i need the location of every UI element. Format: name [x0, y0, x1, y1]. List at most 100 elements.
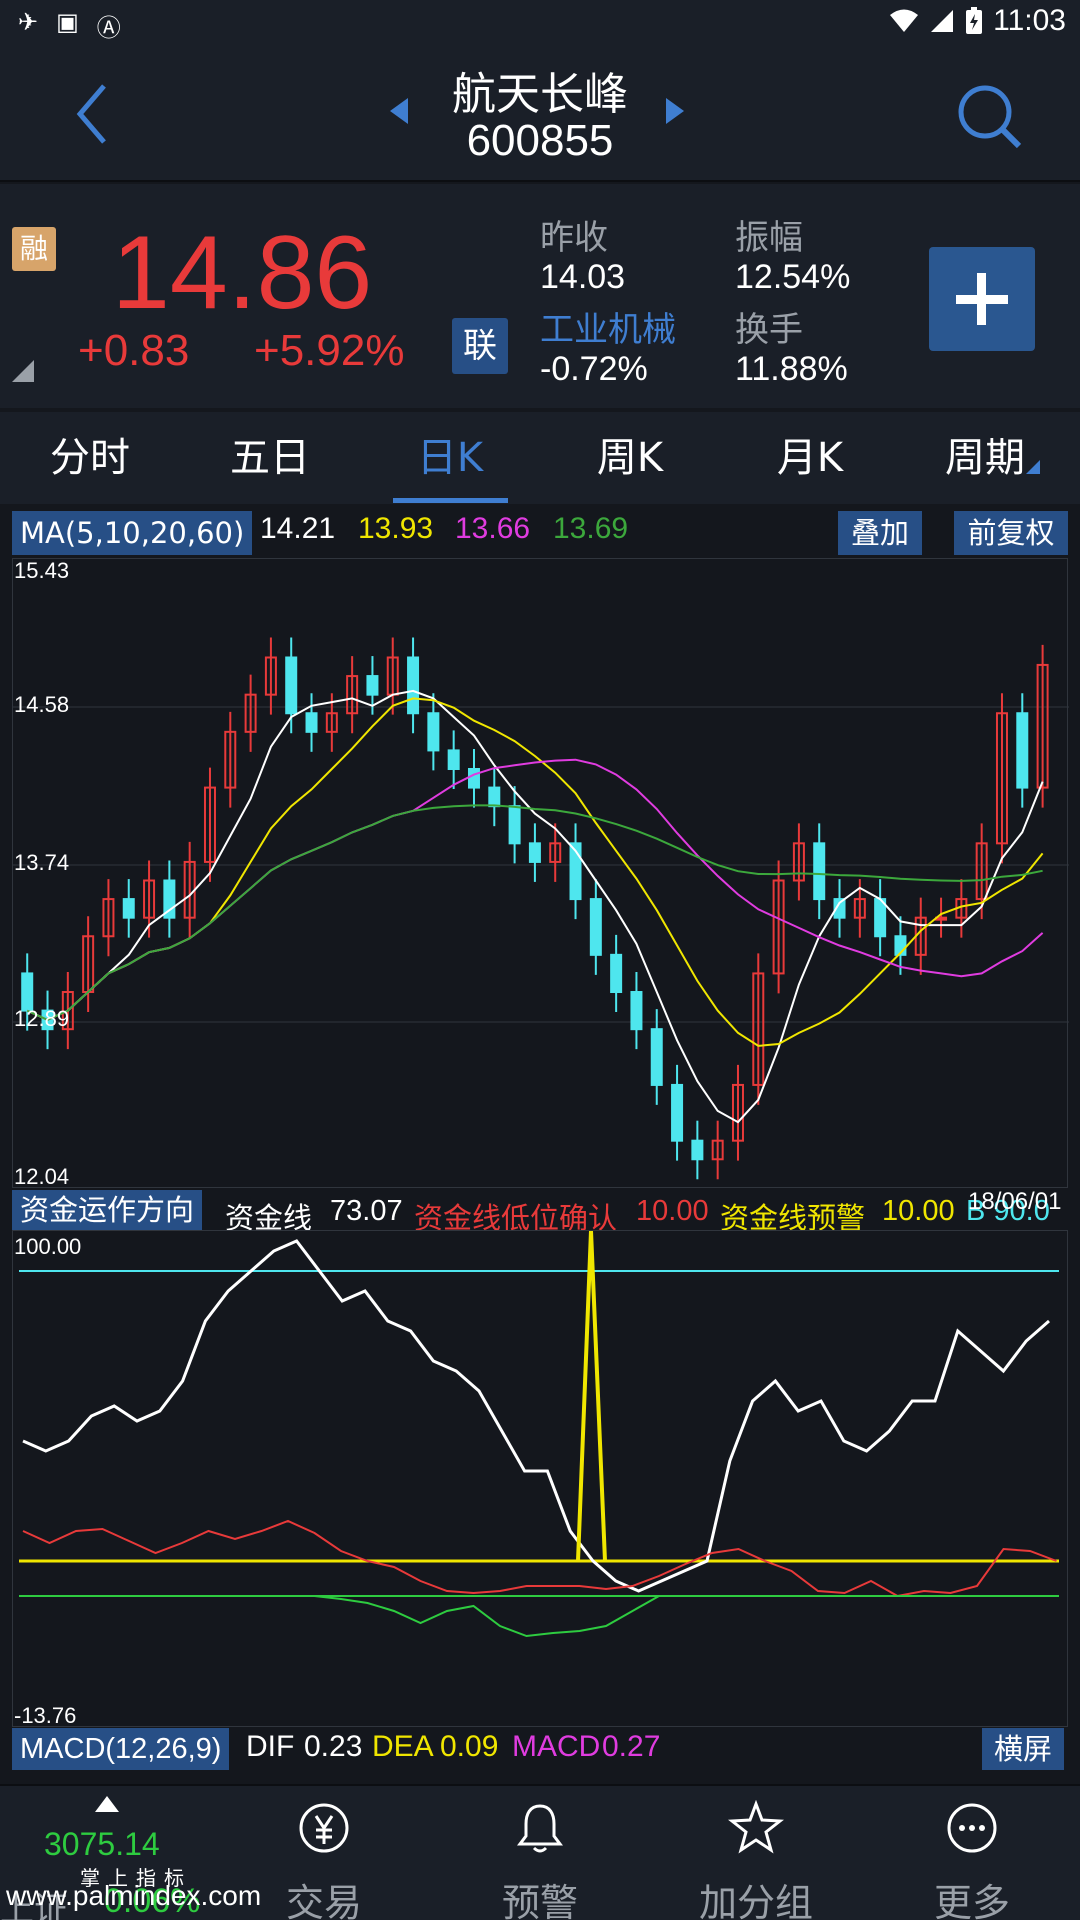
- index-name: 上证: [0, 1890, 68, 1920]
- wifi-icon: [890, 9, 919, 32]
- indicator-axis-top: 100.00: [14, 1234, 82, 1259]
- back-icon[interactable]: [72, 82, 112, 146]
- tab-monthly-k[interactable]: 月K: [776, 435, 844, 481]
- macd-value: 0.27: [602, 1730, 661, 1763]
- candle-body: [224, 730, 237, 789]
- candle-body: [203, 786, 216, 863]
- candle-body: [325, 712, 338, 733]
- ma10-value: 13.93: [358, 512, 434, 545]
- candle-body: [305, 712, 318, 733]
- expand-corner-icon[interactable]: [12, 360, 34, 382]
- nav-more-label: 更多: [933, 1881, 1010, 1920]
- dif-value: 0.23: [304, 1730, 363, 1763]
- signal-icon: [931, 10, 954, 32]
- index-value: 3075.14: [44, 1826, 160, 1862]
- amplitude-value: 12.54%: [735, 258, 851, 296]
- next-stock-icon[interactable]: [666, 98, 684, 124]
- fund-line-name: 资金线: [225, 1201, 313, 1235]
- turnover-value: 11.88%: [735, 350, 848, 388]
- ma60-value: 13.69: [553, 512, 629, 545]
- ma-line: [26, 689, 1044, 1124]
- candle-body: [671, 1083, 684, 1142]
- nav-trade[interactable]: 交易: [216, 1786, 432, 1920]
- prev-stock-icon[interactable]: [390, 98, 408, 124]
- adjust-button[interactable]: 前复权: [954, 511, 1068, 555]
- nav-more[interactable]: 更多: [864, 1786, 1080, 1920]
- kline-axis-label: 13.74: [14, 850, 70, 875]
- tab-intraday[interactable]: 分时: [50, 435, 130, 481]
- candle-body: [853, 898, 866, 919]
- candle-body: [508, 805, 521, 845]
- candle-body: [610, 953, 623, 994]
- nav-add-group[interactable]: 加分组: [648, 1786, 864, 1920]
- macd-label[interactable]: MACD(12,26,9): [12, 1728, 230, 1770]
- search-icon[interactable]: [955, 82, 1025, 152]
- turnover-label: 换手: [735, 310, 803, 350]
- overlay-button[interactable]: 叠加: [838, 511, 922, 555]
- candle-body: [874, 898, 887, 938]
- tab-five-day[interactable]: 五日: [230, 435, 310, 481]
- landscape-button[interactable]: 横屏: [982, 1728, 1064, 1770]
- period-dropdown-icon: [1026, 460, 1040, 474]
- candle-body: [122, 898, 135, 919]
- margin-badge: 融: [12, 227, 56, 271]
- candle-body: [61, 991, 74, 1031]
- status-icons-right: 11:03: [889, 4, 1066, 38]
- fund-b-value: B 90.0: [966, 1195, 1050, 1227]
- watermark-url: www.palmindex.com: [6, 1880, 262, 1911]
- add-watchlist-button[interactable]: [929, 247, 1035, 351]
- quote-panel: 融 14.86 +0.83 +5.92% 联 昨收 14.03 工业机械 -0.…: [0, 184, 1080, 408]
- link-badge[interactable]: 联: [452, 318, 508, 374]
- candle-body: [569, 842, 582, 901]
- candle-body: [752, 972, 765, 1086]
- app-header: 航天长峰 600855: [0, 46, 1080, 182]
- indicator-label[interactable]: 资金运作方向: [12, 1190, 203, 1230]
- stock-code: 600855: [466, 116, 614, 165]
- active-tab-indicator: [393, 498, 508, 503]
- candle-body: [407, 656, 420, 715]
- kline-chart[interactable]: [12, 558, 1069, 1188]
- candle-body: [467, 768, 480, 789]
- candle-body: [366, 675, 379, 696]
- indicator-axis-bottom: -13.76: [14, 1703, 77, 1728]
- candle-body: [630, 991, 643, 1031]
- ma-label[interactable]: MA(5,10,20,60): [12, 511, 253, 555]
- indicator-date: 18/06/01: [968, 1188, 1062, 1215]
- candle-body: [427, 712, 440, 752]
- tab-weekly-k[interactable]: 周K: [596, 435, 664, 481]
- candle-body: [346, 675, 359, 715]
- more-icon: [947, 1803, 997, 1853]
- candle-body: [975, 842, 988, 901]
- fund-low-name: 资金线低位确认: [414, 1201, 618, 1235]
- candle-body: [528, 842, 541, 863]
- candle-body: [995, 712, 1008, 845]
- tab-period[interactable]: 周期: [945, 435, 1025, 481]
- fund-warn-name: 资金线预警: [720, 1201, 866, 1235]
- fund-base-line: [23, 1595, 1057, 1638]
- bottom-nav: 3075.14 上证 0.06% 交易 预警 加分组 更多: [0, 1784, 1080, 1920]
- clock: 11:03: [993, 4, 1066, 37]
- tab-daily-k[interactable]: 日K: [416, 435, 484, 481]
- macd-val-label: MACD: [512, 1730, 601, 1763]
- candle-body: [650, 1028, 663, 1086]
- ma-line: [26, 758, 1044, 1021]
- bell-icon: [517, 1804, 563, 1853]
- fund-low-line: [22, 1519, 1057, 1598]
- fund-low-value: 10.00: [636, 1195, 709, 1227]
- battery-icon: [966, 7, 983, 34]
- indicator-chart[interactable]: [12, 1230, 1068, 1727]
- sector-change: -0.72%: [540, 350, 648, 388]
- candle-body: [731, 1083, 744, 1142]
- candle-body: [589, 898, 602, 956]
- fund-warn-value: 10.00: [882, 1195, 955, 1227]
- stock-name: 航天长峰: [452, 69, 628, 120]
- status-icons-left: ✈︎ ▣ Ⓐ: [18, 8, 121, 43]
- dea-value: 0.09: [440, 1730, 499, 1763]
- ma-line: [26, 804, 1043, 1021]
- sector-link[interactable]: 工业机械: [540, 310, 676, 350]
- index-ticker[interactable]: 3075.14 上证 0.06%: [0, 1786, 216, 1920]
- candle-body: [244, 693, 257, 733]
- candle-body: [792, 842, 805, 882]
- dif-label: DIF: [246, 1730, 295, 1763]
- nav-alert[interactable]: 预警: [432, 1786, 648, 1920]
